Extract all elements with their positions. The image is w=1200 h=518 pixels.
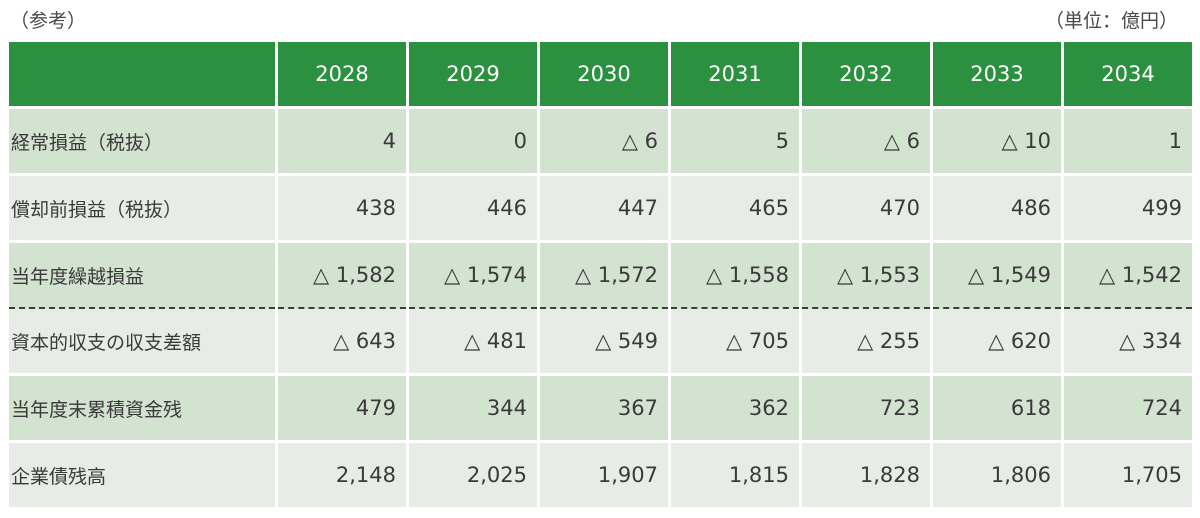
table-cell: 0 [409,109,537,176]
table-cell: 5 [671,109,799,176]
row-label: 経常損益（税抜） [9,109,275,176]
row-label: 償却前損益（税抜） [9,176,275,243]
table-cell: 438 [278,176,406,243]
year-header: 2028 [278,42,406,109]
table-cell: 1,705 [1064,443,1192,510]
table-cell: △ 1,574 [409,243,537,309]
table-cell: △ 620 [933,309,1061,376]
table-cell: 470 [802,176,930,243]
table-cell: 1 [1064,109,1192,176]
table-cell: 2,025 [409,443,537,510]
table-cell: △ 1,553 [802,243,930,309]
table-cell: 362 [671,376,799,443]
year-header: 2031 [671,42,799,109]
table-row: 当年度繰越損益 △ 1,582 △ 1,574 △ 1,572 △ 1,558 … [9,243,1192,309]
row-label: 当年度繰越損益 [9,243,275,309]
table-cell: △ 1,558 [671,243,799,309]
table-cell: △ 481 [409,309,537,376]
table-cell: △ 334 [1064,309,1192,376]
table-cell: 618 [933,376,1061,443]
table-cell: △ 6 [540,109,668,176]
row-label: 当年度末累積資金残 [9,376,275,443]
year-header: 2030 [540,42,668,109]
table-row: 企業債残高 2,148 2,025 1,907 1,815 1,828 1,80… [9,443,1192,510]
table-row: 当年度末累積資金残 479 344 367 362 723 618 724 [9,376,1192,443]
table-cell: △ 1,549 [933,243,1061,309]
table-cell: 1,806 [933,443,1061,510]
table-row: 償却前損益（税抜） 438 446 447 465 470 486 499 [9,176,1192,243]
year-header: 2029 [409,42,537,109]
table-cell: 479 [278,376,406,443]
table-cell: △ 1,572 [540,243,668,309]
table-cell: 723 [802,376,930,443]
year-header: 2033 [933,42,1061,109]
row-label: 企業債残高 [9,443,275,510]
table-cell: 367 [540,376,668,443]
table-cell: 724 [1064,376,1192,443]
table-cell: 447 [540,176,668,243]
header-corner-cell [9,42,275,109]
table-cell: 2,148 [278,443,406,510]
year-header: 2034 [1064,42,1192,109]
year-header: 2032 [802,42,930,109]
reference-caption: （参考） [10,10,87,32]
table-cell: 4 [278,109,406,176]
unit-caption: （単位：億円） [1044,10,1178,32]
financial-table: 2028 2029 2030 2031 2032 2033 2034 経常損益（… [6,42,1195,510]
table-cell: △ 643 [278,309,406,376]
table-header-row: 2028 2029 2030 2031 2032 2033 2034 [9,42,1192,109]
table-row: 経常損益（税抜） 4 0 △ 6 5 △ 6 △ 10 1 [9,109,1192,176]
table-cell: 465 [671,176,799,243]
table-cell: 1,815 [671,443,799,510]
table-cell: △ 10 [933,109,1061,176]
table-cell: △ 1,582 [278,243,406,309]
table-cell: 486 [933,176,1061,243]
table-cell: 499 [1064,176,1192,243]
table-cell: △ 1,542 [1064,243,1192,309]
table-row: 資本的収支の収支差額 △ 643 △ 481 △ 549 △ 705 △ 255… [9,309,1192,376]
table-cell: 344 [409,376,537,443]
table-cell: △ 6 [802,109,930,176]
table-cell: △ 549 [540,309,668,376]
table-cell: 1,828 [802,443,930,510]
table-cell: △ 255 [802,309,930,376]
table-cell: 446 [409,176,537,243]
row-label: 資本的収支の収支差額 [9,309,275,376]
table-cell: △ 705 [671,309,799,376]
table-cell: 1,907 [540,443,668,510]
